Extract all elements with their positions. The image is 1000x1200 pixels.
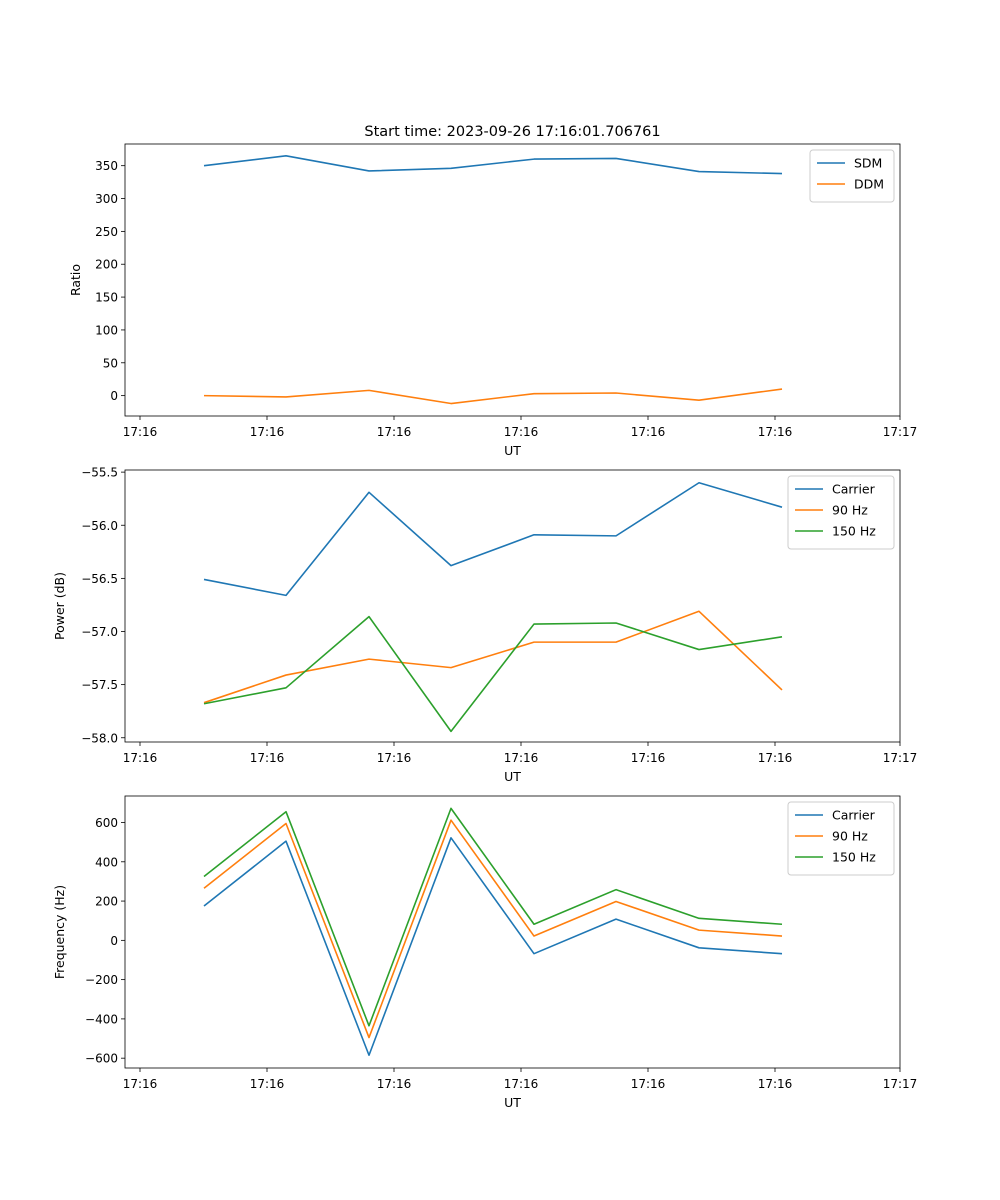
subplot-2: −58.0 −57.5 −57.0 −56.5 −56.0 −55.5 17:16 17:16… [52,466,917,784]
y-axis-label: Power (dB) [52,572,67,640]
y-tick-label: 350 [95,159,118,173]
series-line-carrier [203,481,783,597]
x-tick-label: 17:17 [883,425,918,439]
x-tick-label: 17:16 [631,1077,666,1091]
x-tick-label: 17:16 [377,1077,412,1091]
chart-title: Start time: 2023-09-26 17:16:01.706761 [364,124,660,140]
y-axis-label: Ratio [68,264,83,296]
x-tick-label: 17:16 [758,1077,793,1091]
subplot-1: Start time: 2023-09-26 17:16:01.706761 0 5… [68,124,917,458]
y-tick-label: −56.0 [81,519,118,533]
x-tick-label: 17:16 [504,751,539,765]
x-tick-label: 17:17 [883,1077,918,1091]
x-tick-label: 17:16 [758,425,793,439]
legend-entry: SDM [854,156,882,171]
y-tick-label: 50 [103,356,118,370]
y-tick-label: −400 [85,1012,118,1026]
y-tick-label: −57.0 [81,625,118,639]
y-tick-label: −58.0 [81,731,118,745]
y-tick-label: 400 [95,855,118,869]
y-tick-label: 0 [110,389,118,403]
series-line-90-hz [203,610,783,704]
subplot-3: −600 −400 −200 0 200 400 600 17:16 17:16 17:16 17:… [52,795,918,1110]
y-tick-label: 200 [95,258,118,272]
y-tick-label: −200 [85,973,118,987]
y-tick-label: −55.5 [81,466,118,480]
x-tick-label: 17:16 [123,1077,158,1091]
x-tick-label: 17:16 [377,425,412,439]
axes-frame [124,795,901,1069]
series-line-carrier [203,837,783,1057]
x-tick-label: 17:16 [377,751,412,765]
y-tick-label: 600 [95,816,118,830]
y-tick-label: 100 [95,323,118,337]
legend-entry: 150 Hz [832,524,876,539]
x-tick-label: 17:16 [123,425,158,439]
x-tick-label: 17:16 [504,1077,539,1091]
legend-entry: Carrier [832,482,876,497]
legend: Carrier 90 Hz 150 Hz [787,475,895,550]
series-line-sdm [203,155,783,175]
y-tick-label: −600 [85,1052,118,1066]
series-line-ddm [203,388,783,405]
x-tick-label: 17:16 [504,425,539,439]
x-tick-label: 17:16 [250,1077,285,1091]
series-line-90-hz [203,819,783,1039]
legend-entry: DDM [854,177,884,192]
y-tick-label: 150 [95,291,118,305]
x-tick-label: 17:16 [631,751,666,765]
y-tick-label: 0 [110,934,118,948]
y-tick-label: −57.5 [81,678,118,692]
axes-frame [124,143,901,417]
series-line-150-hz [203,615,783,733]
y-tick-label: −56.5 [81,572,118,586]
x-tick-label: 17:16 [250,425,285,439]
y-tick-label: 250 [95,225,118,239]
y-tick-label: 200 [95,895,118,909]
x-tick-label: 17:16 [758,751,793,765]
legend: Carrier 90 Hz 150 Hz [787,801,895,876]
x-tick-label: 17:16 [631,425,666,439]
x-axis-label: UT [504,1095,521,1110]
legend-entry: Carrier [832,808,876,823]
y-tick-label: 300 [95,192,118,206]
legend-entry: 90 Hz [832,503,868,518]
legend-entry: 150 Hz [832,850,876,865]
legend-entry: 90 Hz [832,829,868,844]
x-tick-label: 17:16 [123,751,158,765]
legend: SDM DDM [809,149,895,203]
y-axis-label: Frequency (Hz) [52,885,67,979]
x-tick-label: 17:16 [250,751,285,765]
x-axis-label: UT [504,769,521,784]
series-line-150-hz [203,807,783,1027]
x-axis-label: UT [504,443,521,458]
x-tick-label: 17:17 [883,751,918,765]
axes-frame [124,469,901,743]
